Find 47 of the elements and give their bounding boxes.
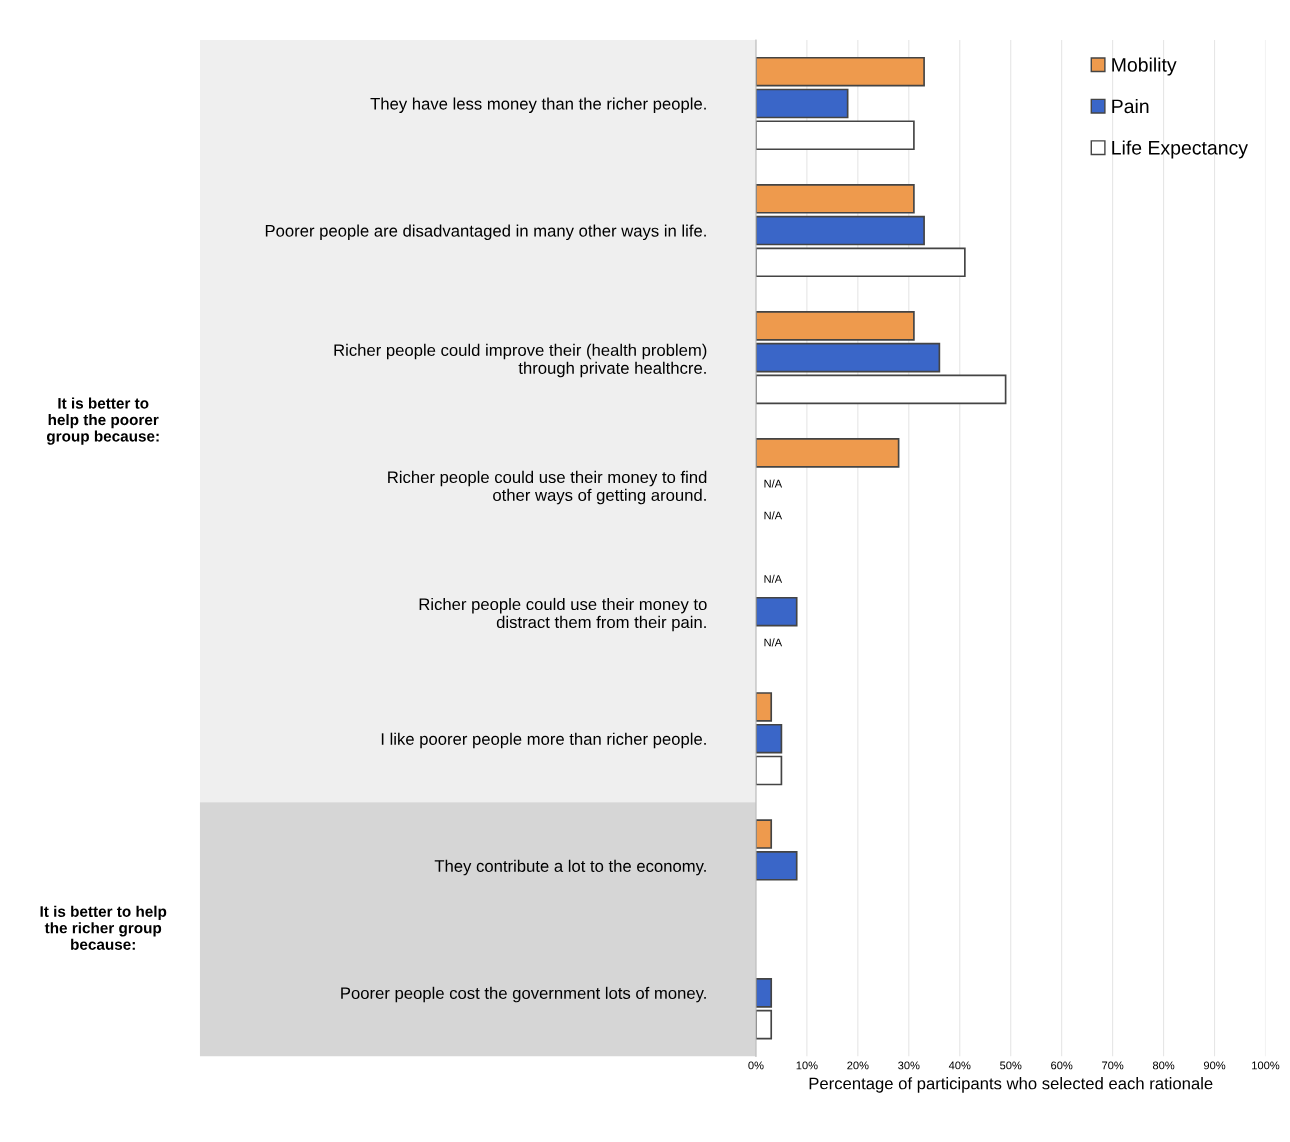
bar bbox=[755, 850, 798, 881]
y-tick-label: Richer people could use their money to distract them from their pain. bbox=[419, 597, 707, 632]
bar bbox=[755, 438, 900, 468]
y-tick-label: Richer people could improve their (health problem) through private healthcre. bbox=[334, 343, 707, 378]
bar bbox=[755, 215, 925, 246]
x-tick-label: 20% bbox=[847, 1061, 869, 1070]
x-axis-title: Percentage of participants who selected each rationale bbox=[809, 1077, 1213, 1093]
bar bbox=[755, 819, 773, 849]
bar bbox=[755, 120, 915, 151]
x-tick-label: 80% bbox=[1152, 1061, 1175, 1070]
x-tick-label: 0% bbox=[748, 1061, 764, 1070]
y-tick-label: Poorer people are disadvantaged in many other ways in life. bbox=[265, 224, 706, 241]
legend-label: Pain bbox=[1112, 98, 1149, 114]
x-tick-label: 40% bbox=[948, 1061, 971, 1070]
y-tick-label: Poorer people cost the government lots of money. bbox=[341, 986, 706, 1003]
bar bbox=[755, 88, 849, 119]
text: N/A bbox=[764, 479, 783, 488]
bar bbox=[755, 692, 773, 722]
bar bbox=[755, 342, 941, 373]
bar bbox=[755, 56, 925, 87]
bar bbox=[755, 374, 1007, 405]
x-tick-label: 10% bbox=[796, 1061, 818, 1070]
text: N/A bbox=[764, 638, 783, 647]
legend-label: Life Expectancy bbox=[1112, 140, 1248, 159]
legend-label: Mobility bbox=[1112, 57, 1177, 76]
bar bbox=[755, 247, 966, 278]
x-tick-label: 90% bbox=[1203, 1061, 1226, 1070]
y-tick-label: They contribute a lot to the economy. bbox=[434, 859, 706, 876]
y-tick-label: Richer people could use their money to find other ways of getting around. bbox=[388, 470, 707, 505]
text: It is better to help the richer group because: bbox=[40, 905, 167, 950]
bar bbox=[755, 311, 915, 341]
x-tick-label: 30% bbox=[898, 1061, 920, 1070]
bar bbox=[755, 183, 915, 214]
bar bbox=[755, 596, 798, 627]
x-tick-label: 60% bbox=[1051, 1061, 1073, 1070]
x-tick-label: 50% bbox=[1000, 1061, 1022, 1070]
y-tick-label: I like poorer people more than richer people. bbox=[381, 732, 706, 749]
x-tick-label: 70% bbox=[1102, 1061, 1124, 1070]
bar bbox=[755, 978, 773, 1008]
bar bbox=[755, 755, 783, 786]
x-tick-label: 100% bbox=[1252, 1061, 1280, 1070]
bar bbox=[755, 723, 783, 754]
text: N/A bbox=[764, 511, 783, 520]
y-tick-label: They have less money than the richer people. bbox=[370, 97, 706, 113]
text: It is better to help the poorer group because: bbox=[46, 397, 159, 445]
text: N/A bbox=[764, 574, 783, 583]
bar bbox=[755, 1009, 773, 1040]
